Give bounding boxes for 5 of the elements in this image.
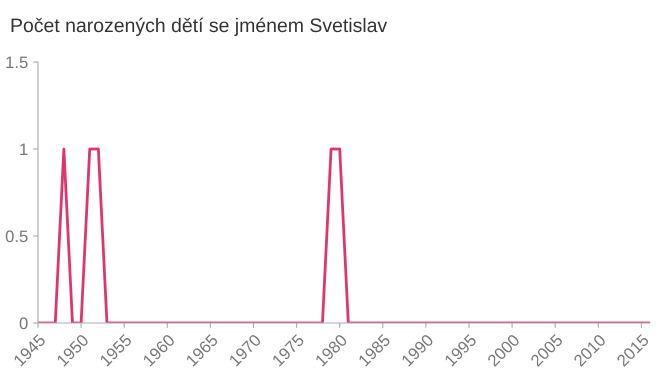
y-tick-label: 1 (20, 144, 28, 156)
y-tick-label: 1.5 (6, 56, 28, 68)
y-tick-label: 0.5 (6, 230, 28, 242)
y-tick-label: 0 (20, 317, 28, 330)
chart-title: Počet narozených dětí se jménem Svetislav (12, 18, 388, 36)
